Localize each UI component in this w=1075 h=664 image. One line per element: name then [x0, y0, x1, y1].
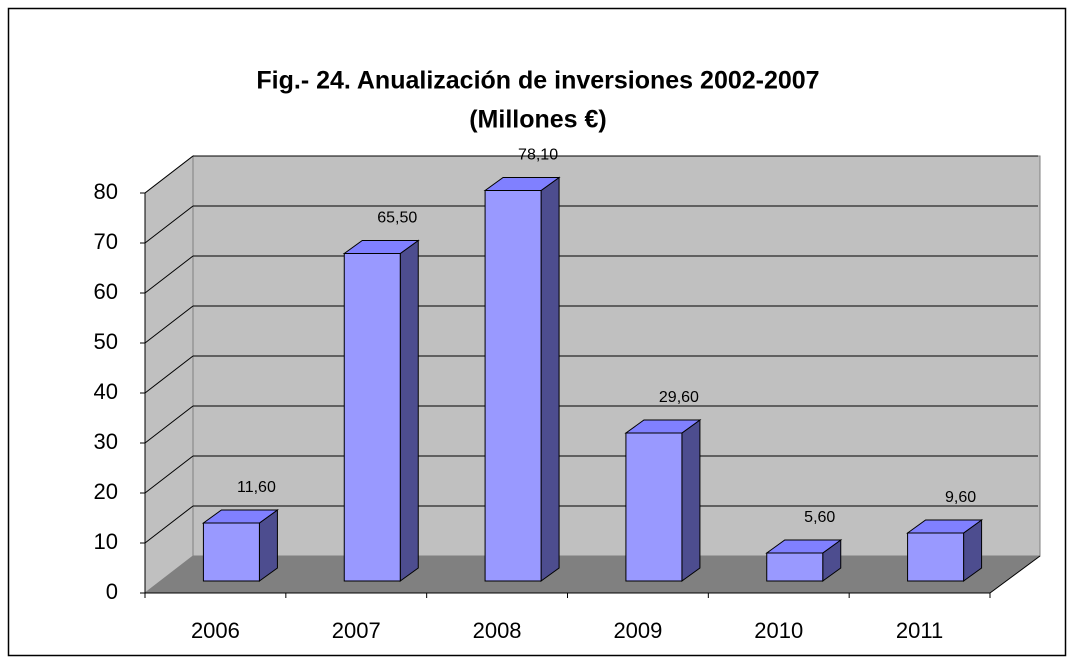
bar-side: [399, 239, 419, 582]
floor-edge: [989, 555, 1041, 594]
grid-line: [144, 305, 194, 344]
bar: [343, 253, 401, 582]
y-tick-label: 80: [94, 179, 118, 204]
value-label: 65,50: [377, 210, 417, 227]
bar-side: [681, 419, 701, 582]
grid-line: [144, 455, 194, 494]
y-tick-label: 40: [94, 379, 118, 404]
chart-title: Fig.- 24. Anualización de inversiones 20…: [256, 67, 819, 95]
bar: [202, 522, 260, 582]
grid-line: [144, 255, 194, 294]
x-tick-label: 2010: [754, 618, 803, 643]
bar-side: [540, 176, 560, 582]
y-tick-label: 30: [94, 429, 118, 454]
floor: [145, 556, 1040, 593]
x-tick-label: 2008: [473, 618, 522, 643]
bar: [766, 552, 824, 582]
x-tick-label: 2009: [613, 618, 662, 643]
grid-line: [144, 205, 194, 244]
bar: [625, 432, 683, 582]
chart-subtitle: (Millones €): [469, 106, 607, 134]
bar: [907, 532, 965, 582]
y-tick-label: 20: [94, 479, 118, 504]
grid-line: [144, 505, 194, 544]
value-label: 78,10: [518, 147, 558, 164]
grid-line: [144, 405, 194, 444]
value-label: 11,60: [237, 479, 276, 496]
x-tick-label: 2011: [896, 618, 943, 643]
value-label: 29,60: [659, 389, 699, 406]
y-tick-label: 70: [94, 229, 118, 254]
value-label: 9,60: [945, 489, 976, 506]
value-label: 5,60: [804, 509, 835, 526]
y-tick-label: 50: [94, 329, 118, 354]
y-tick-label: 0: [106, 579, 118, 604]
x-tick-label: 2006: [191, 618, 240, 643]
grid-line: [144, 155, 194, 194]
y-tick-label: 10: [94, 529, 118, 554]
grid-line: [144, 355, 194, 394]
x-tick-label: 2007: [332, 618, 381, 643]
y-tick-label: 60: [94, 279, 118, 304]
bar: [484, 190, 542, 582]
